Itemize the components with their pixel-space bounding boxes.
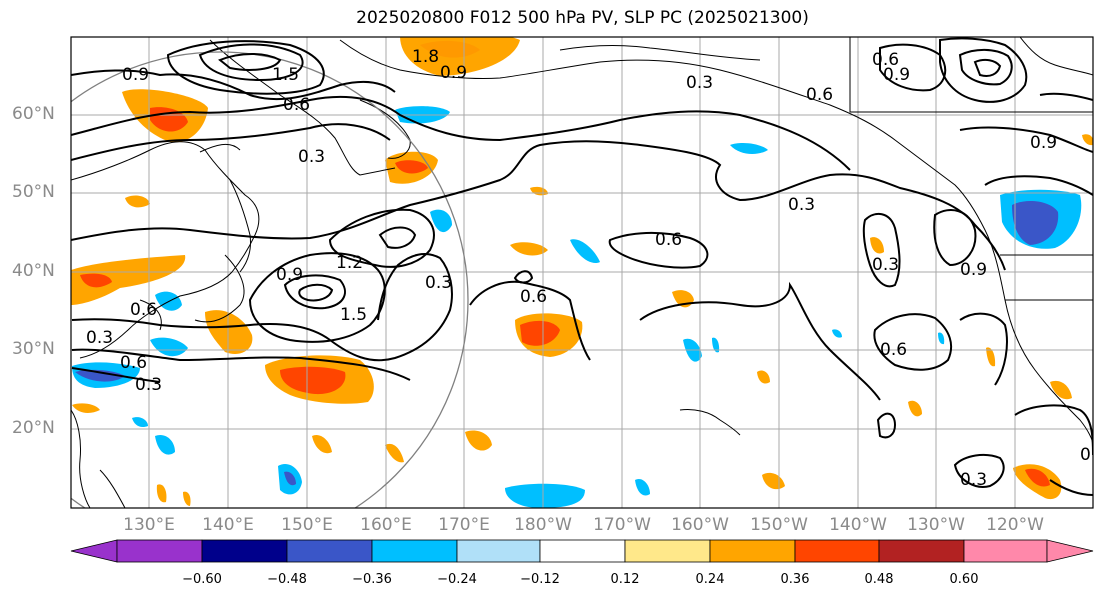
- graticule: [71, 37, 1093, 508]
- contour-label: 1.2: [336, 253, 363, 273]
- lon-label: 150°W: [750, 515, 808, 535]
- contour-label: 0.3: [872, 255, 899, 275]
- contour-label: 0.9: [122, 65, 149, 85]
- colorbar-swatch: [963, 539, 1048, 563]
- contour-label: 0.3: [425, 273, 452, 293]
- colorbar-swatch: [539, 539, 626, 563]
- contour-label: 0.6: [655, 230, 682, 250]
- lon-label: 160°E: [360, 515, 412, 535]
- contour-label: 0.9: [883, 65, 910, 85]
- lon-label: 170°E: [438, 515, 490, 535]
- lon-label: 140°E: [202, 515, 254, 535]
- contour-labels: 0.9 0.6 0.3 1.5 1.8 0.9 0.3 0.6 0.6 0.9 …: [86, 47, 1105, 490]
- pv-positive-shading: [71, 37, 1093, 506]
- colorbar-swatch: [624, 539, 711, 563]
- colorbar-tick-label: 0.36: [780, 572, 810, 587]
- lon-label: 130°W: [907, 515, 965, 535]
- lon-label: 130°E: [123, 515, 175, 535]
- map-title: 2025020800 F012 500 hPa PV, SLP PC (2025…: [356, 8, 809, 28]
- slp-contours: [71, 37, 1093, 496]
- colorbar-tick-label: −0.48: [267, 572, 307, 587]
- contour-label: 0.3: [135, 375, 162, 395]
- colorbar-swatch: [201, 539, 288, 563]
- lat-label: 40°N: [12, 261, 55, 281]
- contour-label: 0.9: [960, 260, 987, 280]
- contour-label: 0.3: [788, 195, 815, 215]
- colorbar-tick-label: 0.12: [610, 572, 640, 587]
- contour-label: 0.9: [276, 265, 303, 285]
- contour-label: 0.6: [872, 50, 899, 70]
- lon-label: 180°W: [514, 515, 572, 535]
- colorbar-extend-left: [70, 539, 118, 563]
- colorbar: [70, 539, 1094, 563]
- region-circle: [71, 51, 469, 508]
- colorbar-swatch: [371, 539, 458, 563]
- colorbar-tick-label: 0.48: [864, 572, 894, 587]
- lat-label: 50°N: [12, 182, 55, 202]
- colorbar-swatch: [794, 539, 880, 563]
- lon-label: 170°W: [593, 515, 651, 535]
- contour-label: 0.3: [960, 470, 987, 490]
- colorbar-tick-label: −0.60: [182, 572, 222, 587]
- colorbar-tick-label: 0.60: [949, 572, 979, 587]
- lon-label: 150°E: [281, 515, 333, 535]
- colorbar-swatch: [116, 539, 203, 563]
- map-layers: 0.9 0.6 0.3 1.5 1.8 0.9 0.3 0.6 0.6 0.9 …: [71, 37, 1105, 508]
- coastlines: [71, 37, 1093, 508]
- pv-negative-shading: [72, 106, 1082, 508]
- contour-label: 0.6: [806, 85, 833, 105]
- lon-label: 160°W: [671, 515, 729, 535]
- contour-label: 0.6: [520, 287, 547, 307]
- lat-label: 20°N: [12, 418, 55, 438]
- contour-label: 0.9: [1030, 133, 1057, 153]
- colorbar-tick-label: −0.24: [437, 572, 477, 587]
- colorbar-tick-label: −0.36: [352, 572, 392, 587]
- contour-label: 0.6: [130, 300, 157, 320]
- colorbar-tick-label: 0.24: [695, 572, 725, 587]
- lat-label: 30°N: [12, 339, 55, 359]
- colorbar-tick-label: −0.12: [520, 572, 560, 587]
- colorbar-extend-right: [1046, 539, 1094, 563]
- lat-label: 60°N: [12, 104, 55, 124]
- contour-label: 0.6: [880, 340, 907, 360]
- lon-label: 120°W: [986, 515, 1044, 535]
- contour-label: 0.3: [298, 147, 325, 167]
- lon-label: 140°W: [829, 515, 887, 535]
- contour-label: 0.9: [440, 63, 467, 83]
- contour-label: 1.5: [272, 65, 299, 85]
- contour-label: 0.3: [686, 73, 713, 93]
- colorbar-swatch: [709, 539, 796, 563]
- contour-label: 0.6: [120, 353, 147, 373]
- contour-label: 1.8: [412, 47, 439, 67]
- contour-label: 1.5: [340, 305, 367, 325]
- colorbar-swatch: [286, 539, 373, 563]
- map-frame: [70, 36, 1094, 509]
- colorbar-swatch: [878, 539, 965, 563]
- contour-label: 0.6: [283, 95, 310, 115]
- contour-label: 0.9: [1080, 445, 1105, 465]
- contour-label: 0.3: [86, 328, 113, 348]
- colorbar-swatch: [456, 539, 541, 563]
